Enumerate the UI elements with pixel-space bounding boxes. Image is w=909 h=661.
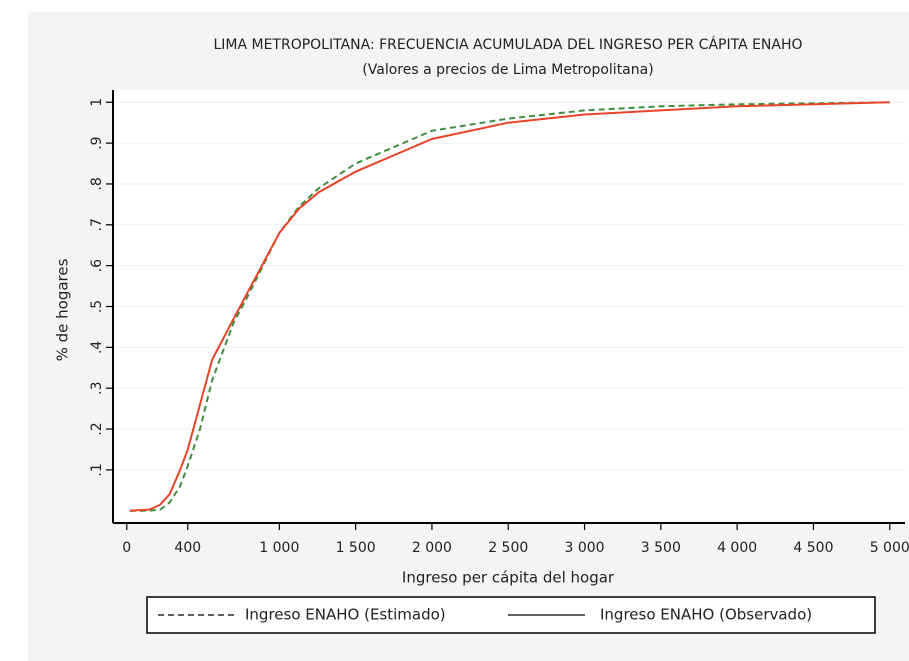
y-tick-label: .5: [89, 300, 105, 313]
y-tick-label: .1: [89, 463, 105, 476]
chart-subtitle: (Valores a precios de Lima Metropolitana…: [362, 62, 653, 78]
series-line: [129, 101, 890, 512]
x-tick-label: 1 500: [336, 540, 376, 556]
y-tick-label: .9: [89, 136, 105, 149]
x-tick-label: 3 000: [564, 540, 604, 556]
x-tick-label: 400: [174, 540, 201, 556]
y-tick-label: .8: [89, 177, 105, 190]
x-tick-label: 4 500: [793, 540, 833, 556]
y-tick-label: .3: [89, 382, 105, 395]
x-tick-label: 1 000: [259, 540, 299, 556]
y-axis-label: % de hogares: [54, 258, 72, 361]
x-tick-label: 0: [122, 540, 131, 556]
x-axis-label: Ingreso per cápita del hogar: [402, 569, 615, 587]
y-tick-label: 1: [89, 98, 105, 107]
x-tick-label: 3 500: [641, 540, 681, 556]
y-tick-label: .7: [89, 218, 105, 231]
legend-label: Ingreso ENAHO (Estimado): [245, 606, 446, 624]
legend-label: Ingreso ENAHO (Observado): [600, 606, 812, 624]
y-tick-label: .2: [89, 422, 105, 435]
x-tick-label: 2 500: [488, 540, 528, 556]
legend: [146, 596, 876, 634]
y-tick-label: .4: [89, 341, 105, 354]
chart-title: LIMA METROPOLITANA: FRECUENCIA ACUMULADA…: [213, 36, 802, 53]
y-tick-label: .6: [89, 259, 105, 272]
x-tick-label: 5 000: [870, 540, 909, 556]
x-tick-label: 2 000: [412, 540, 452, 556]
x-tick-label: 4 000: [717, 540, 757, 556]
